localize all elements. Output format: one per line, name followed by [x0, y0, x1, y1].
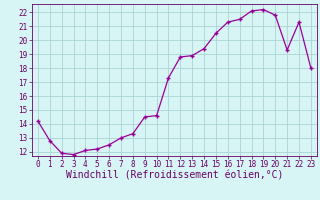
X-axis label: Windchill (Refroidissement éolien,°C): Windchill (Refroidissement éolien,°C) — [66, 171, 283, 181]
